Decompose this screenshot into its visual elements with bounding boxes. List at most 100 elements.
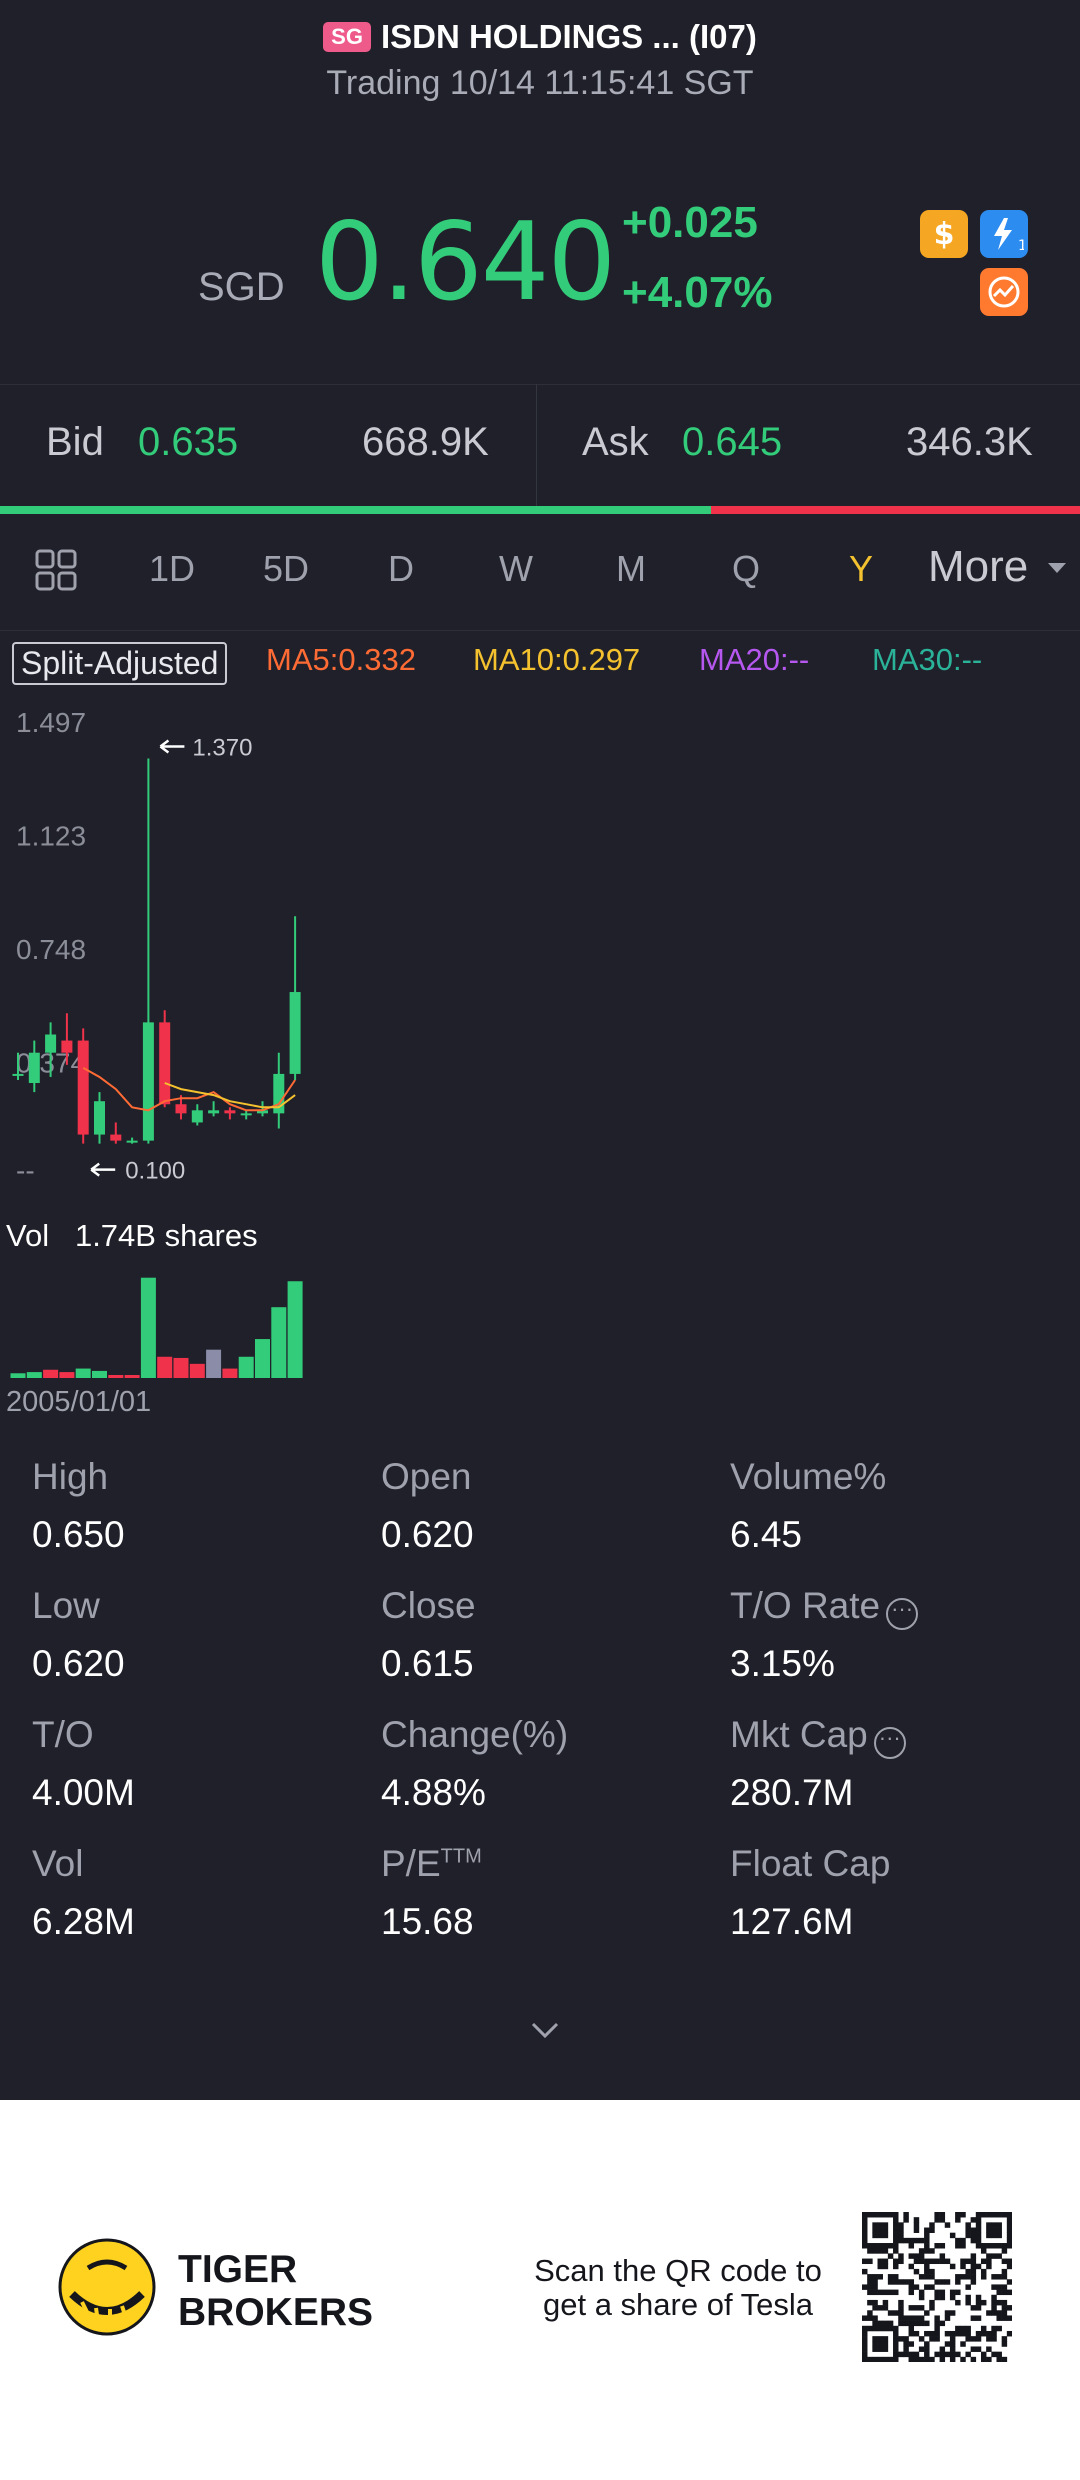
candle-body [77, 1040, 89, 1135]
tab-1d[interactable]: 1D [148, 548, 196, 589]
svg-text:1: 1 [1018, 238, 1024, 254]
volume-bar [108, 1375, 124, 1378]
volume-bar [59, 1372, 75, 1378]
stat-value: 4.00M [32, 1772, 135, 1813]
y-tick-label: 0.748 [16, 934, 86, 965]
promo-footer [0, 2100, 1080, 2480]
stat-value: 0.650 [32, 1514, 125, 1555]
candle-body [126, 1140, 138, 1143]
stat-label-text: Open [381, 1456, 472, 1497]
volume-bar [140, 1277, 156, 1378]
volume-label: Vol [6, 1218, 50, 1253]
promo-text: Scan the QR code to get a share of Tesla [520, 2254, 836, 2322]
tab-q[interactable]: Q [731, 548, 760, 589]
dollar-icon[interactable]: $ [920, 210, 968, 258]
tab-m[interactable]: M [616, 548, 646, 589]
price-change-percent: +4.07% [622, 268, 773, 317]
bid-ask-panel [0, 384, 1080, 511]
stat-label-text: Change(%) [381, 1714, 569, 1755]
volume-bar [189, 1363, 205, 1378]
market-badge: SG [323, 22, 371, 52]
stat-label-text: Mkt Cap [730, 1714, 868, 1755]
last-price: 0.640 [315, 200, 616, 325]
candle-body [159, 1022, 171, 1105]
ask-volume-bar [711, 506, 1080, 514]
candle-body [273, 1073, 285, 1114]
brand-line-1: TIGER [178, 2248, 298, 2291]
stat-label-text: T/O [32, 1714, 94, 1755]
candle-body [45, 1034, 57, 1053]
bid-size: 668.9K [362, 420, 489, 464]
stat-value: 280.7M [730, 1772, 854, 1813]
volume-bar [26, 1372, 42, 1378]
stat-label-superscript: TTM [440, 1845, 482, 1868]
volume-bar [92, 1370, 107, 1378]
ma10-label: MA10:0.297 [473, 642, 641, 677]
promo-line-2: get a share of Tesla [543, 2287, 813, 2322]
stat-label-text: Float Cap [730, 1843, 891, 1884]
tab-d[interactable]: D [388, 548, 414, 589]
stat-label: T/O [32, 1714, 94, 1756]
stat-value: 127.6M [730, 1901, 854, 1942]
tab-5d[interactable]: 5D [262, 548, 310, 589]
y-tick-label: 1.497 [16, 707, 86, 738]
ask-price: 0.645 [682, 420, 783, 464]
caret-down-icon [1048, 563, 1067, 573]
info-icon[interactable]: ··· [873, 1727, 906, 1759]
volume-summary: Vol 1.74B shares [6, 1218, 258, 1254]
stat-label: Low [32, 1585, 100, 1627]
candle-body [289, 992, 301, 1074]
tab-y[interactable]: Y [848, 548, 873, 589]
candle-body [142, 1022, 154, 1141]
trading-status: Trading 10/14 11:15:41 SGT [326, 64, 754, 102]
stat-label: Volume% [730, 1456, 886, 1498]
stat-label-text: T/O Rate [730, 1585, 881, 1626]
bid-volume-bar [0, 506, 711, 514]
stat-value: 0.620 [32, 1643, 125, 1684]
ask-label: Ask [582, 420, 649, 464]
period-tab-bar [0, 514, 1080, 631]
brand-name: TIGER BROKERS [178, 2248, 373, 2334]
candle-body [191, 1110, 203, 1123]
chart-arrow-icon[interactable] [980, 268, 1028, 316]
volume-bar [271, 1307, 287, 1378]
stat-value: 4.88% [381, 1772, 486, 1813]
lightning-icon[interactable]: 1 [980, 210, 1028, 258]
stat-label-text: Volume% [730, 1456, 887, 1497]
candle-body [61, 1040, 73, 1053]
grid-layout-icon[interactable] [34, 548, 78, 597]
volume-bar [157, 1356, 173, 1378]
volume-bar [10, 1373, 26, 1378]
volume-value: 1.74B shares [74, 1218, 258, 1253]
expand-chevron-icon[interactable] [530, 2020, 560, 2045]
volume-bar [287, 1281, 303, 1378]
stat-value: 3.15% [730, 1643, 835, 1684]
stat-label-text: Vol [32, 1843, 84, 1884]
qr-code[interactable] [862, 2212, 1012, 2362]
low-annotation: 0.100 [125, 1158, 185, 1185]
brand-line-2: BROKERS [178, 2291, 374, 2334]
high-arrow-icon [159, 739, 185, 754]
info-icon[interactable]: ··· [886, 1598, 919, 1630]
stat-label: Change(%) [381, 1714, 568, 1756]
stat-label: Float Cap [730, 1843, 890, 1885]
split-adjusted-toggle[interactable]: Split-Adjusted [12, 642, 228, 685]
candle-body [224, 1110, 236, 1114]
currency-label: SGD [198, 265, 285, 309]
more-dropdown[interactable]: More [928, 542, 1068, 592]
y-tick-label: -- [16, 1155, 35, 1186]
candle-body [28, 1052, 40, 1084]
bid-ask-divider [536, 384, 537, 510]
tab-w[interactable]: W [499, 548, 533, 589]
stat-label: T/O Rate ··· [730, 1585, 919, 1630]
ma20-label: MA20:-- [699, 642, 810, 677]
stat-label-text: Close [381, 1585, 476, 1626]
stat-value: 0.620 [381, 1514, 474, 1555]
candle-body [175, 1104, 187, 1114]
stat-label-text: Low [32, 1585, 100, 1626]
stat-value: 15.68 [381, 1901, 474, 1942]
bid-label: Bid [46, 420, 104, 464]
volume-bar [173, 1357, 189, 1378]
stat-label: P/ETTM [381, 1843, 482, 1885]
